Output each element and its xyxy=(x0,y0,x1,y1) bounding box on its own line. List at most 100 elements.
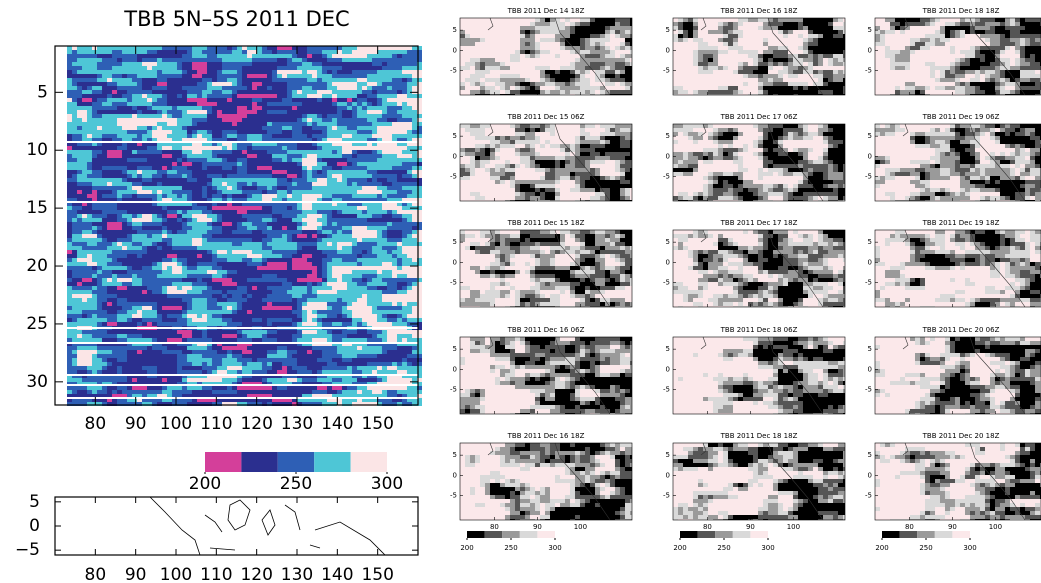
field-cell xyxy=(197,258,202,262)
field-cell xyxy=(387,314,392,318)
field-cell xyxy=(257,106,262,110)
field-cell xyxy=(142,106,147,110)
field-cell xyxy=(332,134,337,138)
field-cell xyxy=(177,242,182,246)
field-cell xyxy=(237,178,242,182)
field-cell xyxy=(167,106,172,110)
field-cell xyxy=(97,82,102,86)
field-cell xyxy=(107,246,112,250)
field-cell xyxy=(237,62,242,66)
field-cell xyxy=(407,58,412,62)
field-cell xyxy=(322,62,327,66)
field-cell xyxy=(122,162,127,166)
field-cell xyxy=(332,166,337,170)
field-cell xyxy=(407,214,412,218)
field-cell xyxy=(172,286,177,290)
field-cell xyxy=(67,98,72,102)
field-cell xyxy=(317,266,322,270)
field-cell xyxy=(322,66,327,70)
field-cell xyxy=(152,54,157,58)
field-cell xyxy=(397,102,402,106)
field-cell xyxy=(122,270,127,274)
field-cell xyxy=(282,50,287,54)
field-cell xyxy=(232,50,237,54)
field-cell xyxy=(137,322,142,326)
field-cell xyxy=(397,278,402,282)
field-cell xyxy=(67,270,72,274)
field-cell xyxy=(262,294,267,298)
field-cell xyxy=(277,90,282,94)
field-cell xyxy=(72,58,77,62)
field-cell xyxy=(412,106,417,110)
field-cell xyxy=(132,270,137,274)
field-cell xyxy=(82,274,87,278)
field-cell xyxy=(392,226,397,230)
field-cell xyxy=(312,314,317,318)
field-cell xyxy=(292,266,297,270)
field-cell xyxy=(122,114,127,118)
field-cell xyxy=(362,262,367,266)
field-cell xyxy=(77,218,82,222)
field-cell xyxy=(202,62,207,66)
field-cell xyxy=(87,162,92,166)
field-cell xyxy=(352,266,357,270)
field-cell xyxy=(342,162,347,166)
field-cell xyxy=(157,94,162,98)
field-cell xyxy=(387,218,392,222)
field-cell xyxy=(247,78,252,82)
field-cell xyxy=(112,314,117,318)
field-cell xyxy=(97,174,102,178)
field-cell xyxy=(147,166,152,170)
field-cell xyxy=(127,182,132,186)
field-cell xyxy=(242,106,247,110)
field-cell xyxy=(322,194,327,198)
field-cell xyxy=(402,242,407,246)
field-cell xyxy=(72,282,77,286)
field-cell xyxy=(307,154,312,158)
field-cell xyxy=(362,86,367,90)
field-cell xyxy=(152,234,157,238)
field-cell xyxy=(402,170,407,174)
field-cell xyxy=(317,66,322,70)
field-cell xyxy=(117,214,122,218)
field-cell xyxy=(312,158,317,162)
field-cell xyxy=(392,66,397,70)
field-cell xyxy=(312,286,317,290)
field-cell xyxy=(152,262,157,266)
field-cell xyxy=(177,106,182,110)
field-cell xyxy=(172,134,177,138)
field-cell xyxy=(152,166,157,170)
field-cell xyxy=(77,298,82,302)
field-cell xyxy=(412,246,417,250)
field-cell xyxy=(147,118,152,122)
field-cell xyxy=(317,114,322,118)
field-cell xyxy=(237,246,242,250)
field-cell xyxy=(207,242,212,246)
field-cell xyxy=(232,154,237,158)
field-cell xyxy=(407,122,412,126)
field-cell xyxy=(412,234,417,238)
field-cell xyxy=(137,234,142,238)
field-cell xyxy=(232,242,237,246)
field-cell xyxy=(322,98,327,102)
field-cell xyxy=(97,186,102,190)
field-cell xyxy=(142,214,147,218)
field-cell xyxy=(132,282,137,286)
field-cell xyxy=(172,126,177,130)
field-cell xyxy=(382,174,387,178)
field-cell xyxy=(77,114,82,118)
field-cell xyxy=(282,166,287,170)
field-cell xyxy=(212,242,217,246)
field-cell xyxy=(412,286,417,290)
field-cell xyxy=(262,190,267,194)
field-cell xyxy=(67,178,72,182)
field-cell xyxy=(67,282,72,286)
field-cell xyxy=(347,58,352,62)
field-cell xyxy=(212,182,217,186)
field-cell xyxy=(387,106,392,110)
field-cell xyxy=(217,290,222,294)
field-cell xyxy=(167,282,172,286)
field-cell xyxy=(392,170,397,174)
field-cell xyxy=(157,86,162,90)
field-cell xyxy=(342,218,347,222)
